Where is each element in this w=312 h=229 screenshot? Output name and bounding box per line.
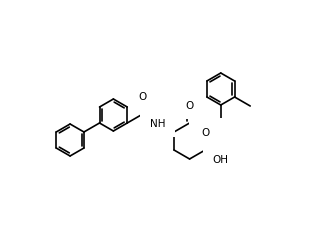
Text: NH: NH [198, 128, 214, 137]
Text: OH: OH [213, 154, 229, 164]
Text: O: O [201, 128, 209, 137]
Text: O: O [139, 92, 147, 101]
Text: O: O [185, 101, 194, 111]
Text: NH: NH [150, 118, 165, 128]
